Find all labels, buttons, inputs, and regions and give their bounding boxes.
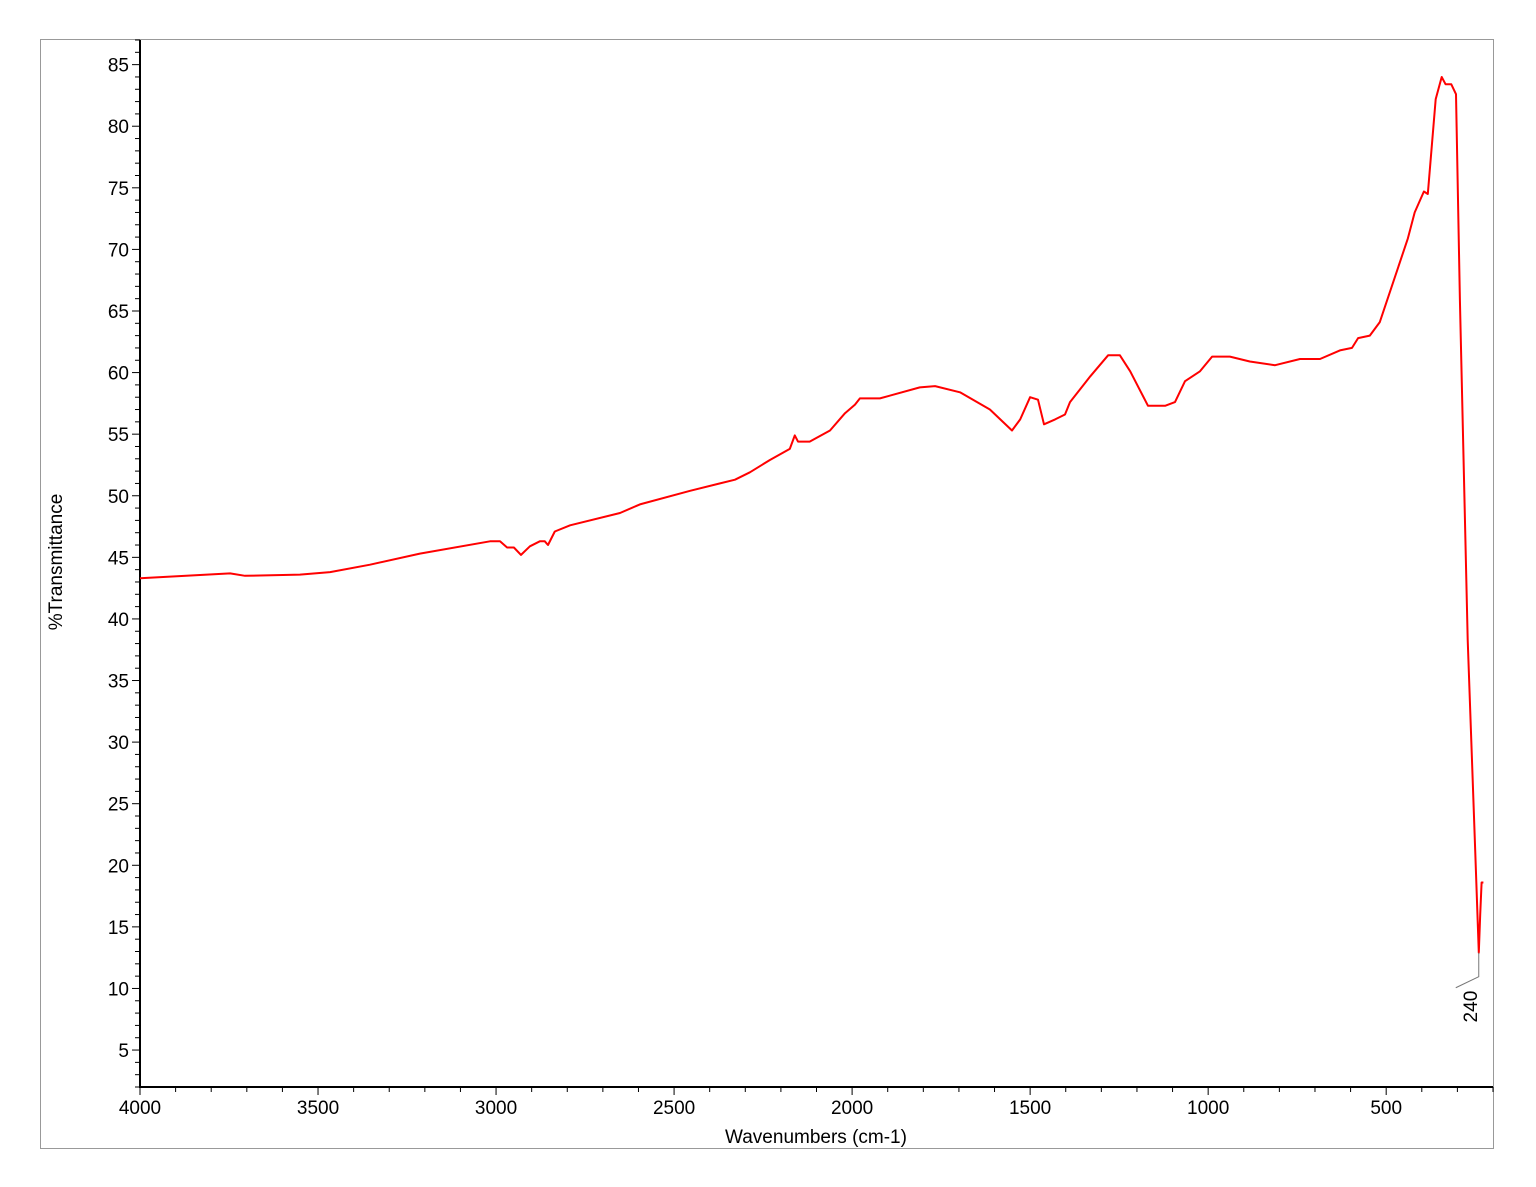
y-tick-label: 80 [108,117,129,138]
x-tick-label: 4000 [119,1098,161,1119]
y-tick-label: 15 [108,918,129,939]
y-tick-label: 60 [108,364,129,385]
x-tick-label: 3000 [475,1098,517,1119]
outer-frame [40,39,1494,1149]
x-tick-label: 1000 [1187,1098,1229,1119]
y-tick-label: 20 [108,856,129,877]
peak-label: 240 [1461,991,1482,1023]
y-tick-label: 55 [108,425,129,446]
y-tick-label: 30 [108,733,129,754]
y-axis-label: %Transmittance [46,494,67,631]
y-tick-label: 75 [108,179,129,200]
peak-annotations: 240 [1455,952,1482,1023]
y-axis-ticks: 5 10 15 20 25 30 35 40 45 50 55 60 65 70 75 80 85 [108,39,140,1088]
x-tick-label: 2000 [831,1098,873,1119]
y-tick-label: 10 [108,979,129,1000]
y-tick-label: 65 [108,302,129,323]
y-tick-label: 25 [108,795,129,816]
spectrum-line [139,76,1484,954]
y-tick-label: 45 [108,548,129,569]
y-tick-label: 70 [108,240,129,261]
annotation-leader-line [1455,952,1480,989]
x-tick-label: 1500 [1009,1098,1051,1119]
y-tick-label: 35 [108,672,129,693]
x-axis-label: Wavenumbers (cm-1) [725,1127,907,1148]
y-tick-label: 50 [108,487,129,508]
y-tick-label: 5 [118,1041,129,1062]
x-axis-ticks: 4000 3500 3000 2500 2000 1500 1000 500 [119,1087,1494,1119]
y-tick-label: 40 [108,610,129,631]
y-tick-label: 85 [108,56,129,77]
x-tick-label: 2500 [653,1098,695,1119]
x-tick-label: 3500 [297,1098,339,1119]
x-tick-label: 500 [1370,1098,1402,1119]
